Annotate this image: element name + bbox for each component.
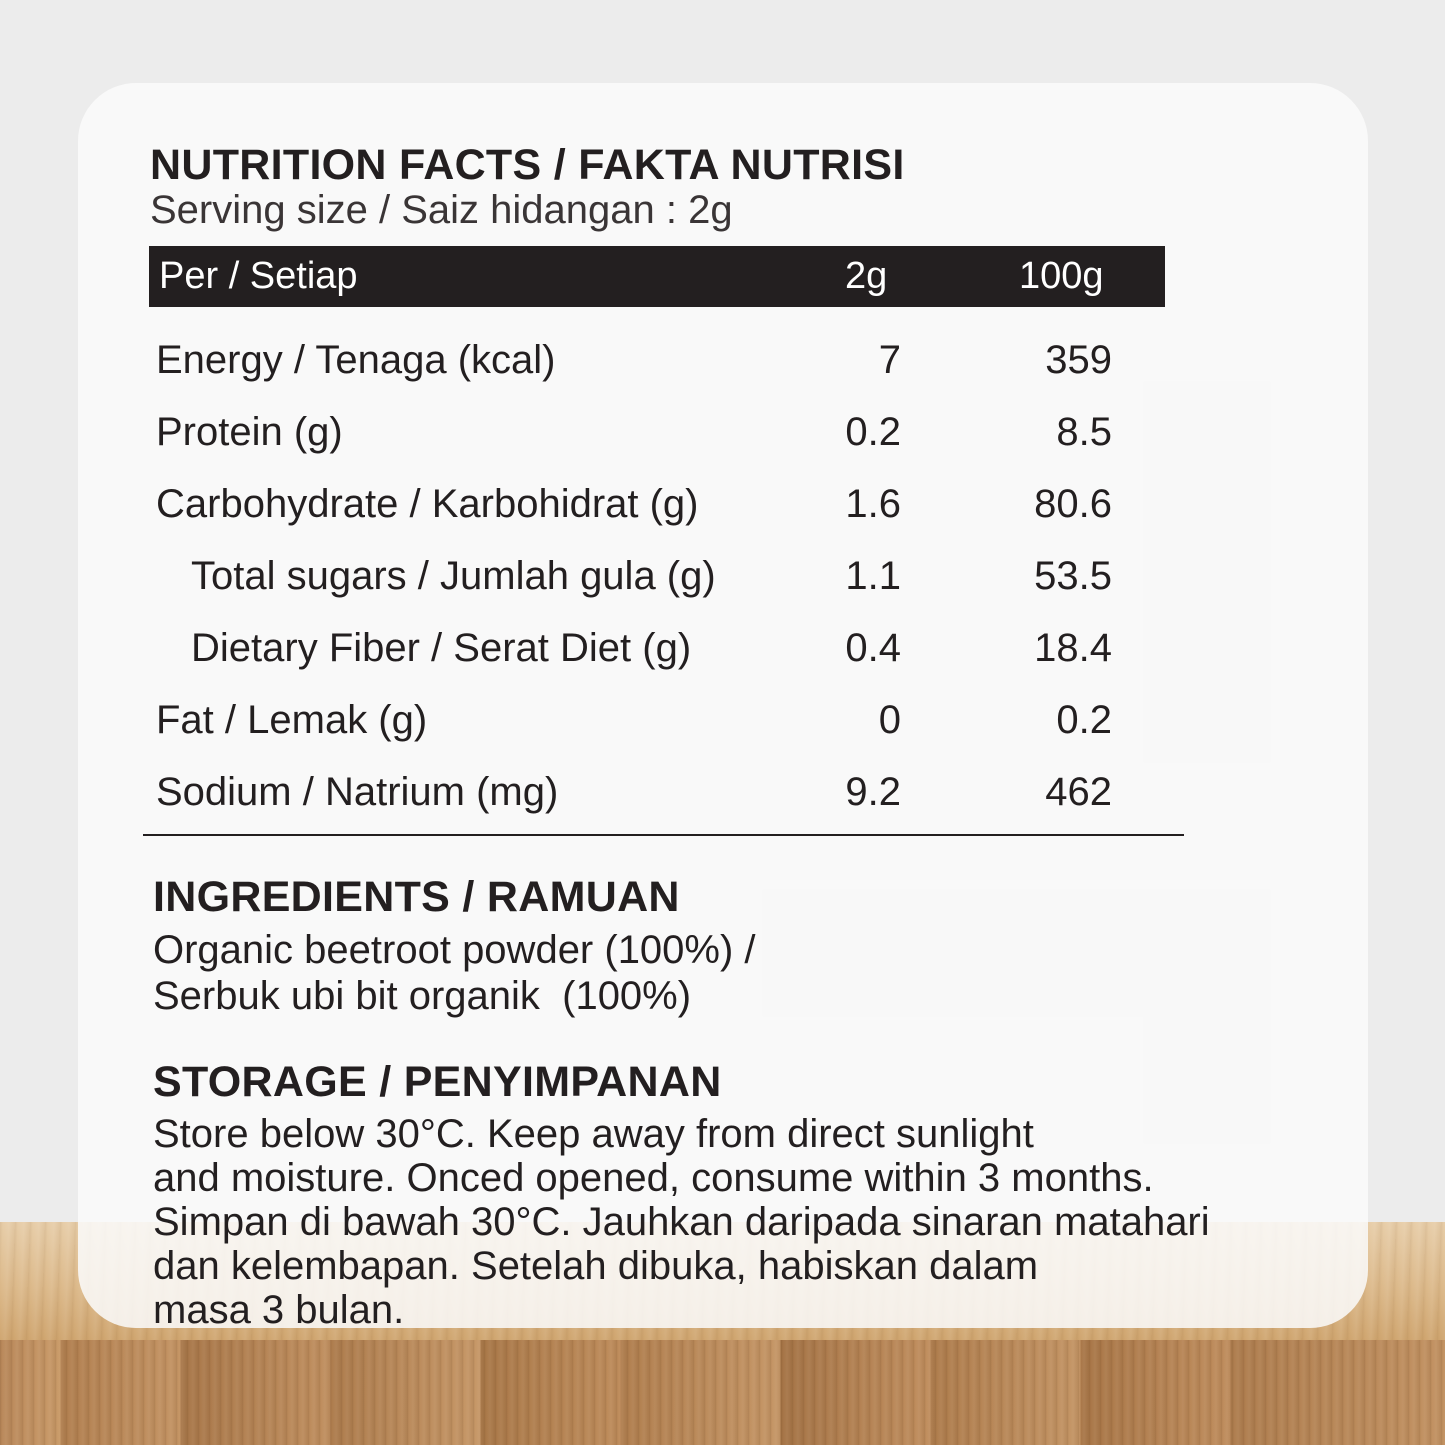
ingredients-line-1: Organic beetroot powder (100%) / (153, 928, 756, 972)
wooden-table-front (0, 1340, 1445, 1445)
row-label: Sodium / Natrium (mg) (156, 770, 559, 814)
row-label: Total sugars / Jumlah gula (g) (191, 554, 716, 598)
row-value-100g: 53.5 (1034, 554, 1112, 598)
row-value-2g: 9.2 (845, 770, 901, 814)
ingredients-title: INGREDIENTS / RAMUAN (153, 873, 680, 921)
serving-size: Serving size / Saiz hidangan : 2g (150, 188, 733, 232)
storage-line-1: Store below 30°C. Keep away from direct … (153, 1112, 1034, 1156)
row-label: Energy / Tenaga (kcal) (156, 338, 556, 382)
row-value-2g: 0.4 (845, 626, 901, 670)
row-value-100g: 80.6 (1034, 482, 1112, 526)
row-value-100g: 462 (1045, 770, 1112, 814)
row-label: Fat / Lemak (g) (156, 698, 428, 742)
row-label: Protein (g) (156, 410, 343, 454)
header-label: Per / Setiap (159, 255, 358, 297)
row-value-2g: 0.2 (845, 410, 901, 454)
header-col-2g: 2g (845, 255, 888, 297)
header-col-100g: 100g (1019, 255, 1104, 297)
storage-title: STORAGE / PENYIMPANAN (153, 1058, 722, 1106)
storage-line-2: and moisture. Onced opened, consume with… (153, 1156, 1154, 1200)
storage-line-4: dan kelembapan. Setelah dibuka, habiskan… (153, 1244, 1039, 1288)
storage-line-5: masa 3 bulan. (153, 1288, 405, 1332)
row-value-100g: 0.2 (1056, 698, 1112, 742)
storage-line-3: Simpan di bawah 30°C. Jauhkan daripada s… (153, 1200, 1210, 1244)
row-value-2g: 1.1 (845, 554, 901, 598)
row-value-100g: 8.5 (1056, 410, 1112, 454)
row-label: Dietary Fiber / Serat Diet (g) (191, 626, 692, 670)
table-bottom-rule (143, 834, 1184, 836)
row-value-2g: 7 (878, 338, 901, 382)
row-value-2g: 1.6 (845, 482, 901, 526)
row-value-2g: 0 (878, 698, 901, 742)
row-label: Carbohydrate / Karbohidrat (g) (156, 482, 699, 526)
nutrition-header-bar: Per / Setiap 2g 100g (149, 246, 1165, 307)
row-value-100g: 359 (1045, 338, 1112, 382)
ingredients-line-2: Serbuk ubi bit organik (100%) (153, 974, 692, 1018)
row-value-100g: 18.4 (1034, 626, 1112, 670)
nutrition-title: NUTRITION FACTS / FAKTA NUTRISI (150, 141, 905, 189)
